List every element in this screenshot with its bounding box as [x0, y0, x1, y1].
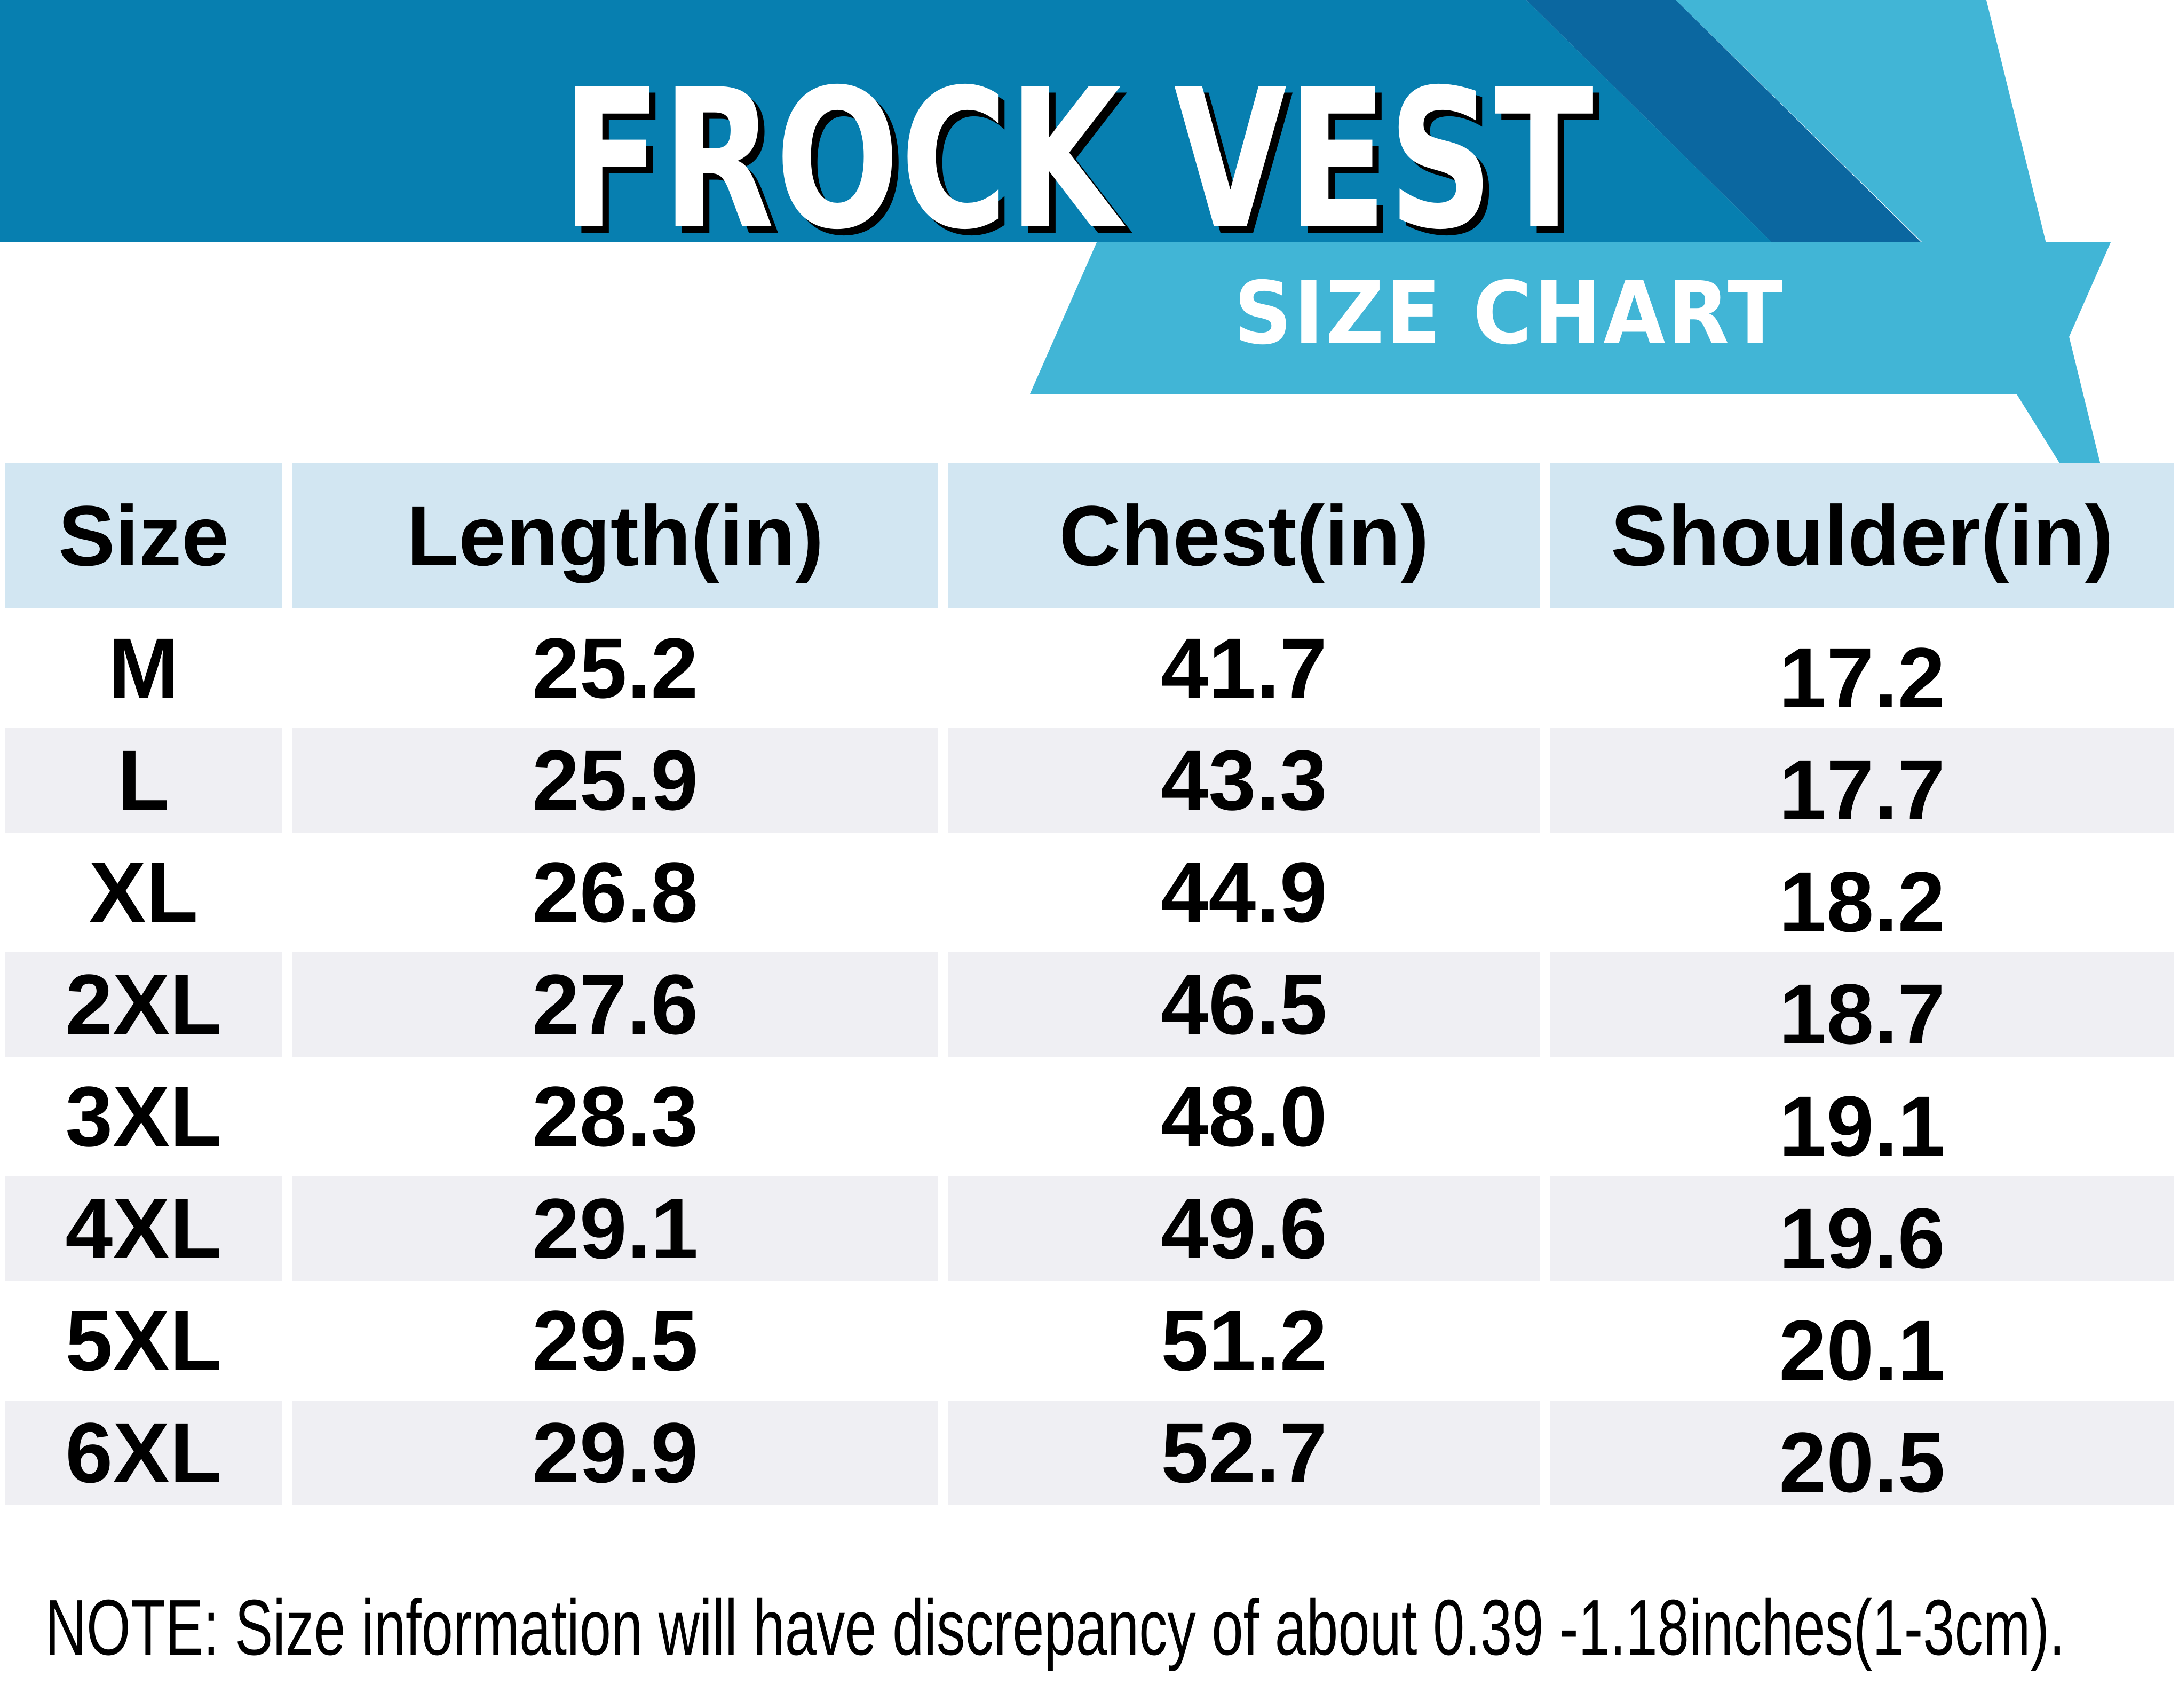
chest-value: 48.0	[948, 1064, 1540, 1169]
size-chart-ribbon	[1030, 242, 2111, 394]
shoulder-value-text: 20.5	[1779, 1414, 1945, 1510]
shoulder-value-text: 17.2	[1779, 630, 1945, 725]
chest-value: 44.9	[948, 840, 1540, 945]
banner-main-band	[0, 0, 1772, 242]
size-table: Size Length(in) Chest(in) Shoulder(in) M…	[5, 463, 2174, 1510]
chest-value: 43.3	[948, 728, 1540, 833]
chest-value: 52.7	[948, 1401, 1540, 1505]
size-note: NOTE: Size information will have discrep…	[45, 1584, 2065, 1672]
shoulder-value-text: 18.7	[1779, 966, 1945, 1062]
length-value: 25.9	[292, 728, 938, 833]
size-label: 6XL	[5, 1401, 282, 1505]
column-header-chest: Chest(in)	[948, 463, 1540, 608]
length-value: 29.1	[292, 1176, 938, 1281]
shoulder-value-text: 20.1	[1779, 1302, 1945, 1398]
column-header-length: Length(in)	[292, 463, 938, 608]
length-value: 25.2	[292, 616, 938, 721]
size-chart-ribbon-label: SIZE CHART	[1234, 264, 1785, 364]
chest-value: 51.2	[948, 1288, 1540, 1393]
shoulder-value: 19.1	[1550, 1064, 2174, 1174]
size-label: 3XL	[5, 1064, 282, 1169]
shoulder-value: 18.2	[1550, 840, 2174, 950]
size-label: M	[5, 616, 282, 721]
length-value: 27.6	[292, 952, 938, 1057]
length-value: 28.3	[292, 1064, 938, 1169]
shoulder-value-text: 19.6	[1779, 1190, 1945, 1286]
column-header-size: Size	[5, 463, 282, 608]
shoulder-value-text: 19.1	[1779, 1078, 1945, 1174]
size-label: 2XL	[5, 952, 282, 1057]
size-label: 4XL	[5, 1176, 282, 1281]
shoulder-value: 20.1	[1550, 1288, 2174, 1398]
banner-dark-stripe	[1526, 0, 1921, 242]
shoulder-value: 18.7	[1550, 952, 2174, 1062]
length-value: 26.8	[292, 840, 938, 945]
chest-value: 46.5	[948, 952, 1540, 1057]
size-label: 5XL	[5, 1288, 282, 1393]
shoulder-value: 17.2	[1550, 616, 2174, 725]
shoulder-value: 17.7	[1550, 728, 2174, 837]
chest-value: 49.6	[948, 1176, 1540, 1281]
chest-value: 41.7	[948, 616, 1540, 721]
shoulder-value-text: 18.2	[1779, 854, 1945, 950]
banner-cyan-wedge	[1676, 0, 2127, 571]
shoulder-value: 20.5	[1550, 1401, 2174, 1510]
shoulder-value: 19.6	[1550, 1176, 2174, 1286]
length-value: 29.9	[292, 1401, 938, 1505]
length-value: 29.5	[292, 1288, 938, 1393]
product-title: FROCK VEST	[561, 48, 1595, 272]
size-label: XL	[5, 840, 282, 945]
shoulder-value-text: 17.7	[1779, 742, 1945, 837]
column-header-shoulder: Shoulder(in)	[1550, 463, 2174, 608]
banner-graphic	[0, 0, 2127, 571]
size-label: L	[5, 728, 282, 833]
